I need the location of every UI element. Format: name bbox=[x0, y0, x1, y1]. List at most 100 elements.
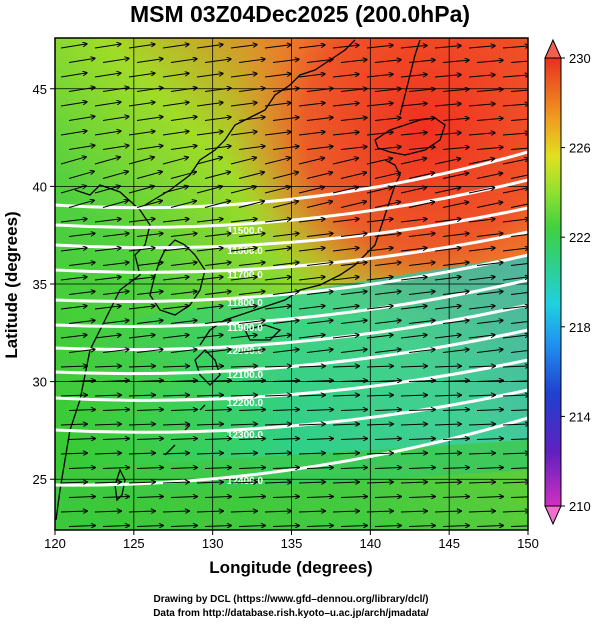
contour-label: 11900.0 bbox=[227, 323, 263, 334]
y-tick-label: 25 bbox=[33, 472, 47, 487]
wind-arrow bbox=[68, 526, 95, 527]
wind-arrow bbox=[510, 320, 528, 324]
wind-arrow bbox=[442, 233, 469, 237]
wind-arrow bbox=[94, 511, 121, 512]
wind-arrow bbox=[374, 233, 401, 237]
wind-arrow bbox=[434, 188, 460, 194]
wind-arrow bbox=[298, 277, 325, 281]
wind-arrow bbox=[340, 118, 367, 121]
wind-arrow bbox=[196, 74, 223, 78]
wind-arrow bbox=[94, 482, 121, 483]
wind-arrow bbox=[136, 468, 163, 469]
wind-arrow bbox=[374, 468, 401, 469]
wind-arrow bbox=[502, 511, 528, 512]
wind-arrow bbox=[366, 158, 392, 165]
wind-arrow bbox=[374, 147, 401, 150]
wind-arrow bbox=[408, 118, 435, 121]
wind-arrow bbox=[60, 44, 87, 49]
wind-arrow bbox=[298, 132, 325, 136]
wind-arrow bbox=[68, 291, 95, 295]
wind-arrow bbox=[502, 453, 528, 454]
wind-arrow bbox=[374, 410, 401, 411]
wind-arrow bbox=[238, 201, 264, 208]
wind-arrow bbox=[128, 248, 155, 252]
wind-arrow bbox=[94, 366, 121, 367]
wind-arrow bbox=[102, 172, 128, 179]
wind-arrow bbox=[442, 89, 469, 92]
wind-arrow bbox=[170, 233, 197, 237]
wind-arrow bbox=[128, 277, 155, 281]
wind-arrow bbox=[196, 277, 223, 281]
wind-arrow bbox=[442, 118, 469, 121]
wind-arrow bbox=[60, 131, 87, 136]
wind-arrow bbox=[102, 468, 129, 469]
wind-arrow bbox=[196, 453, 223, 454]
wind-arrow bbox=[476, 233, 503, 237]
wind-arrow bbox=[434, 482, 461, 483]
wind-arrow bbox=[60, 219, 87, 223]
wind-arrow bbox=[340, 468, 367, 469]
wind-arrow bbox=[400, 277, 427, 281]
wind-arrow bbox=[306, 262, 333, 266]
wind-arrow bbox=[128, 219, 155, 223]
wind-arrow bbox=[340, 439, 367, 440]
wind-arrow bbox=[94, 424, 121, 425]
wind-arrow bbox=[340, 262, 367, 266]
wind-arrow bbox=[340, 233, 367, 237]
wind-arrow bbox=[264, 453, 291, 454]
wind-arrow bbox=[272, 320, 299, 324]
wind-arrow bbox=[102, 233, 129, 237]
wind-arrow bbox=[408, 349, 435, 353]
wind-arrow bbox=[94, 219, 121, 223]
wind-arrow bbox=[230, 132, 257, 136]
wind-arrow bbox=[468, 219, 495, 223]
wind-arrow bbox=[502, 335, 528, 339]
wind-arrow bbox=[128, 186, 154, 194]
wind-arrow bbox=[298, 187, 324, 194]
contour-line bbox=[55, 150, 528, 210]
wind-arrow bbox=[442, 60, 469, 63]
wind-arrow bbox=[366, 453, 393, 454]
wind-arrow bbox=[400, 158, 426, 165]
wind-arrow bbox=[306, 381, 333, 382]
y-axis-label: Latitude (degrees) bbox=[2, 211, 21, 358]
wind-arrow bbox=[128, 306, 155, 310]
wind-arrow bbox=[68, 320, 95, 324]
wind-arrow bbox=[230, 219, 257, 223]
colorbar-min-arrow bbox=[544, 505, 562, 526]
wind-arrow bbox=[510, 60, 528, 63]
wind-arrow bbox=[468, 188, 494, 194]
wind-arrow bbox=[408, 89, 435, 92]
contour-line bbox=[55, 230, 528, 274]
wind-arrow bbox=[204, 381, 231, 382]
wind-arrow bbox=[400, 424, 427, 425]
wind-arrow bbox=[94, 395, 121, 396]
wind-arrow bbox=[408, 468, 435, 469]
wind-arrow bbox=[196, 45, 223, 49]
wind-arrow bbox=[374, 526, 401, 527]
wind-arrow bbox=[408, 526, 435, 527]
wind-arrow bbox=[102, 526, 129, 527]
wind-arrow bbox=[68, 349, 95, 353]
wind-arrow bbox=[204, 146, 231, 150]
wind-arrow bbox=[272, 291, 299, 295]
wind-arrow bbox=[204, 349, 231, 353]
wind-arrow bbox=[340, 320, 367, 324]
wind-arrow bbox=[366, 482, 393, 483]
wind-arrow bbox=[162, 453, 189, 454]
wind-arrow bbox=[434, 133, 461, 136]
wind-arrow bbox=[272, 410, 299, 411]
wind-arrow bbox=[68, 145, 95, 150]
wind-arrow bbox=[204, 233, 231, 237]
wind-arrow bbox=[136, 146, 163, 150]
wind-arrow bbox=[332, 453, 359, 454]
colorbar-scale bbox=[544, 57, 562, 507]
wind-arrow bbox=[374, 497, 401, 498]
wind-arrow bbox=[468, 104, 495, 106]
wind-arrow bbox=[162, 219, 189, 223]
wind-arrow bbox=[332, 482, 359, 483]
wind-arrow bbox=[400, 219, 427, 223]
wind-arrow bbox=[400, 306, 427, 310]
wind-arrow bbox=[400, 103, 427, 107]
x-axis-ticks: 120 125 130 135 140 145 150 bbox=[44, 530, 539, 551]
